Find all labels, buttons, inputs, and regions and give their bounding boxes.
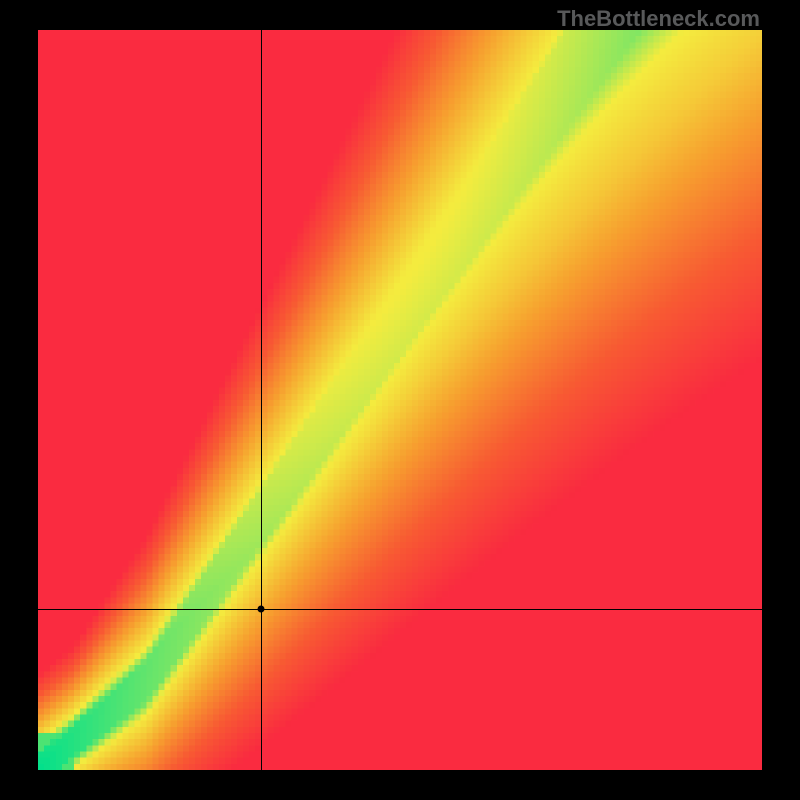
crosshair-vertical [261,30,262,770]
chart-container: { "chart": { "type": "heatmap", "canvas_… [0,0,800,800]
selection-marker[interactable] [257,605,264,612]
watermark-text: TheBottleneck.com [557,6,760,32]
crosshair-horizontal [38,609,762,610]
bottleneck-heatmap [38,30,762,770]
